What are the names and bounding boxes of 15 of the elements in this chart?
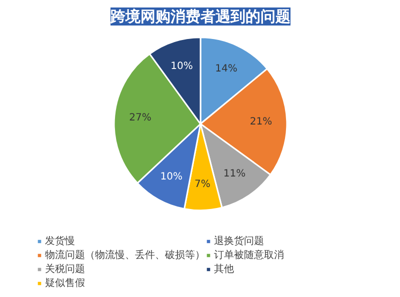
legend-label: 疑似售假 — [45, 276, 86, 290]
data-label: 14% — [215, 64, 238, 75]
legend-label: 其他 — [214, 262, 235, 276]
legend-label: 订单被随意取消 — [214, 248, 285, 262]
data-label: 10% — [170, 60, 193, 72]
legend-label: 退换货问题 — [214, 234, 265, 248]
data-label: 7% — [194, 178, 210, 190]
legend-label: 物流问题（物流慢、丢件、破损等） — [45, 248, 205, 262]
data-label: 11% — [223, 168, 246, 180]
chart-title: 跨境网购消费者遇到的问题 — [110, 8, 290, 26]
data-label: 10% — [160, 171, 182, 182]
data-label: 27% — [129, 112, 152, 124]
legend-label: 发货慢 — [45, 234, 76, 248]
data-label: 21% — [250, 116, 272, 128]
legend-label: 关税问题 — [45, 262, 86, 276]
